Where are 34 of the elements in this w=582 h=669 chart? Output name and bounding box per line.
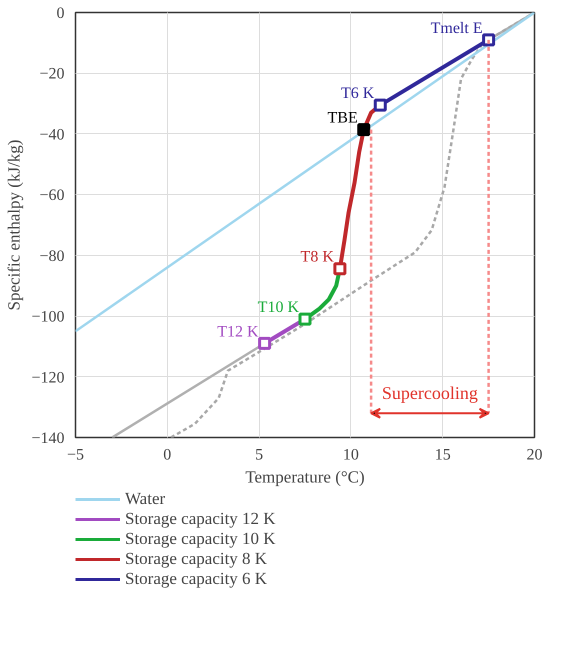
point	[482, 33, 496, 46]
point	[258, 336, 272, 350]
legend-label: Storage capacity 10 K	[125, 529, 276, 549]
point	[374, 98, 387, 112]
y-tick-label: −40	[39, 126, 65, 144]
x-tick-label: 15	[434, 446, 451, 464]
y-tick-label: −120	[31, 369, 65, 386]
y-tick-label: 0	[56, 5, 64, 22]
y-tick-label: −140	[31, 430, 65, 447]
series-label: T10 K	[258, 299, 300, 316]
point	[357, 123, 370, 136]
series-label: T6 K	[340, 85, 375, 102]
series-label: Tmelt E	[430, 20, 483, 37]
y-axis-title: Specific enthalpy (kJ/kg)	[4, 140, 24, 310]
y-tick-label: −60	[39, 187, 65, 204]
legend-label: Storage capacity 12 K	[125, 509, 276, 529]
x-axis-title: Temperature (°C)	[245, 468, 365, 486]
legend-label: Water	[125, 489, 166, 509]
series-label: T12 K	[217, 323, 260, 340]
x-tick-label: −5	[66, 446, 84, 464]
y-tick-label: −100	[31, 308, 65, 326]
point	[298, 312, 312, 326]
y-tick-label: −20	[39, 66, 65, 83]
legend-label: Storage capacity 8 K	[125, 549, 268, 569]
series-label: T8 K	[300, 248, 334, 266]
x-tick-label: 10	[342, 446, 359, 464]
series-label: TBE	[328, 110, 358, 127]
annotation: Supercooling	[382, 383, 478, 404]
point	[333, 262, 346, 276]
legend-label: Storage capacity 6 K	[125, 569, 268, 589]
y-tick-label: −80	[39, 248, 65, 265]
x-tick-label: 20	[526, 446, 542, 464]
x-tick-label: 5	[255, 446, 264, 464]
x-tick-label: 0	[163, 446, 172, 464]
